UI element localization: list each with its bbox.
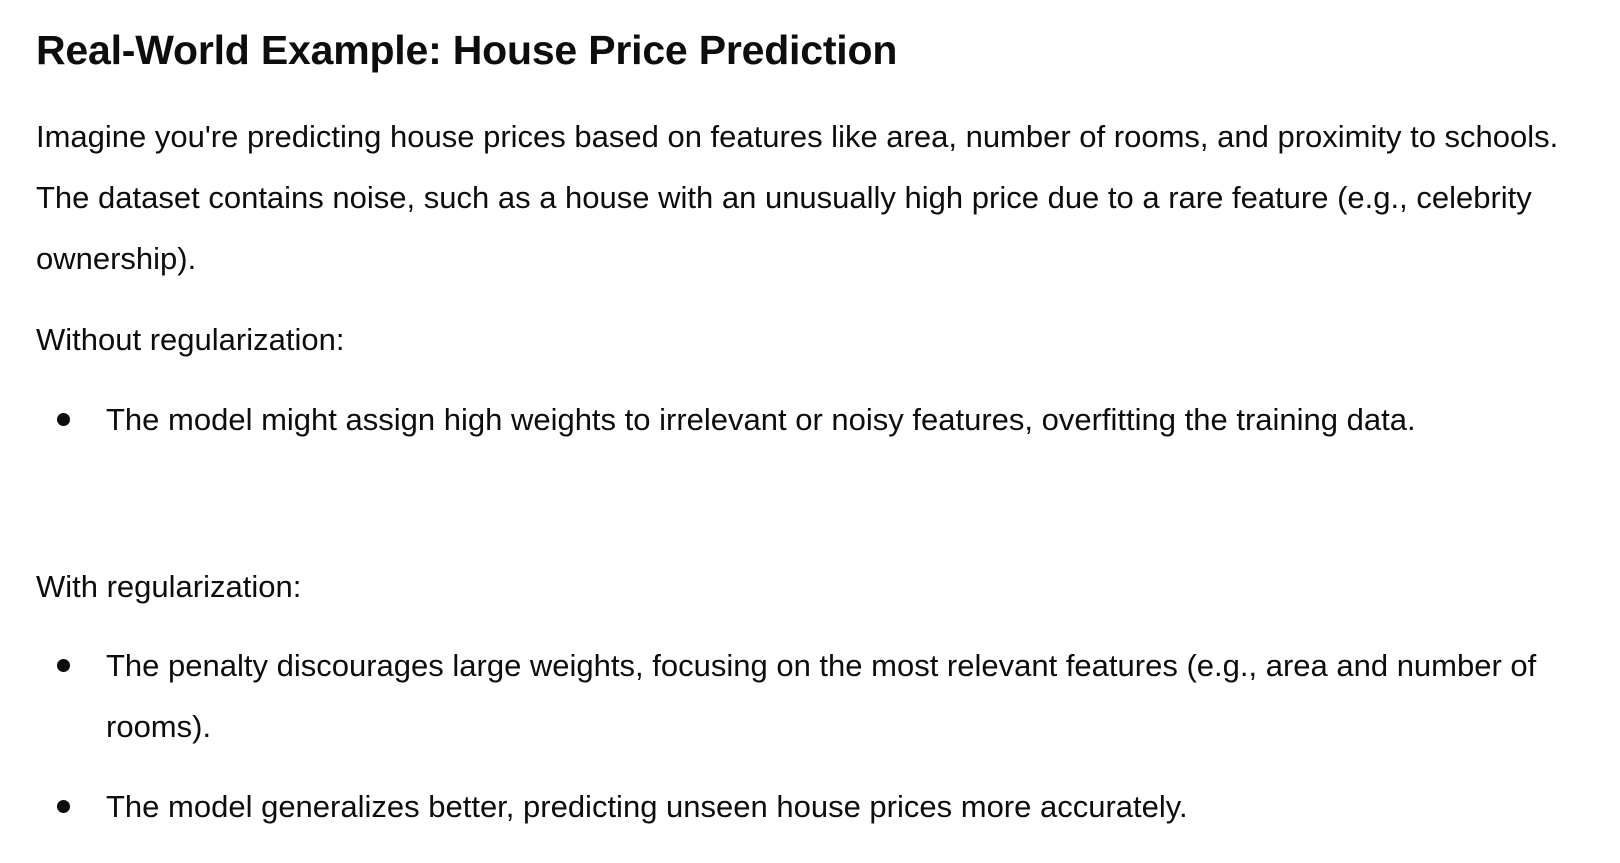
section-title: Real-World Example: House Price Predicti… [36,27,898,73]
bullet-text: The penalty discourages large weights, f… [106,648,1537,744]
with-regularization-list: The penalty discourages large weights, f… [0,635,1620,837]
without-regularization-list: The model might assign high weights to i… [0,389,1620,450]
intro-paragraph: Imagine you're predicting house prices b… [36,119,1559,276]
without-regularization-label: Without regularization: [36,322,345,357]
with-regularization-label: With regularization: [36,569,302,604]
bullet-dot-icon [57,800,70,813]
list-item: The model generalizes better, predicting… [0,776,1620,837]
bullet-text: The model generalizes better, predicting… [106,789,1188,824]
bullet-text: The model might assign high weights to i… [106,402,1416,437]
list-item: The penalty discourages large weights, f… [0,635,1620,757]
bullet-dot-icon [57,413,70,426]
bullet-dot-icon [57,659,70,672]
list-item: The model might assign high weights to i… [0,389,1620,450]
